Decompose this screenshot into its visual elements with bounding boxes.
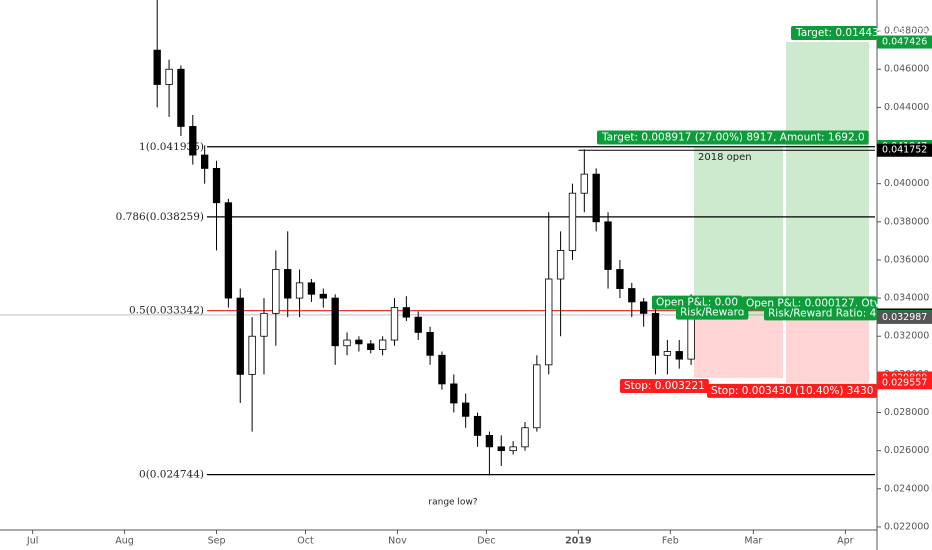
fib-label: 1(0.041935) xyxy=(139,141,204,153)
target-label: Target: 0.008917 (27.00%) 8917, Amount: … xyxy=(601,132,865,144)
candle-body xyxy=(284,269,292,299)
fib-label: 0.5(0.033342) xyxy=(129,305,204,317)
candle-body xyxy=(165,68,173,85)
y-tick-label: 0.034000 xyxy=(884,293,929,304)
price-badge-label: 0.047426 xyxy=(882,37,927,48)
x-tick-label: Mar xyxy=(744,536,762,547)
y-tick-label: 0.032000 xyxy=(884,331,929,342)
x-tick-label: Jul xyxy=(26,536,38,547)
candle-body xyxy=(533,364,541,429)
target-zone xyxy=(694,146,784,317)
target-zone xyxy=(786,42,870,318)
rr-label-box xyxy=(764,306,877,321)
y-tick-label: 0.038000 xyxy=(884,216,929,227)
candle-body xyxy=(200,154,209,169)
candle-body xyxy=(224,202,233,299)
candle-body xyxy=(272,269,280,314)
target-label-box xyxy=(791,26,877,41)
price-badge xyxy=(877,143,932,157)
candle-body xyxy=(426,332,434,356)
candle-body xyxy=(331,297,339,347)
candle-body xyxy=(497,446,505,452)
stop-label-box xyxy=(620,379,709,394)
price-badge xyxy=(877,35,932,49)
candle-body xyxy=(248,335,256,375)
candle-body xyxy=(212,168,221,204)
annotation: range low? xyxy=(428,498,477,508)
y-tick-label: 0.046000 xyxy=(884,64,929,75)
candle-body xyxy=(402,307,411,318)
candle-body xyxy=(675,351,683,360)
fib-label: 0.786(0.038259) xyxy=(116,211,204,223)
rr-label-box xyxy=(676,305,749,320)
candle-body xyxy=(473,415,482,436)
candle-body xyxy=(616,269,624,289)
candle-body xyxy=(355,339,363,345)
candle-body xyxy=(509,446,517,452)
candle-body xyxy=(628,288,636,303)
candle-body xyxy=(295,282,304,299)
candle-body xyxy=(687,314,695,360)
candle-body xyxy=(663,351,672,356)
candle-body xyxy=(438,354,446,385)
y-tick-label: 0.040000 xyxy=(884,178,929,189)
candle-body xyxy=(450,383,458,404)
price-badge xyxy=(877,310,932,324)
candle-body xyxy=(651,312,660,356)
open-line-label: 2018 open xyxy=(698,152,752,163)
y-tick-label: 0.022000 xyxy=(884,521,929,532)
stop-label-box xyxy=(707,383,877,398)
y-tick-label: 0.048000 xyxy=(884,26,929,37)
candle-body xyxy=(604,221,612,270)
x-tick-label: 2019 xyxy=(565,536,591,547)
price-badge xyxy=(877,376,932,390)
price-badge-label: 0.041752 xyxy=(882,145,927,156)
candle-body xyxy=(153,49,161,85)
y-tick-label: 0.026000 xyxy=(884,445,929,456)
candle-body xyxy=(189,126,197,156)
candle-body xyxy=(414,316,422,333)
price-badge-label: 0.032987 xyxy=(882,312,927,323)
y-tick-label: 0.036000 xyxy=(884,254,929,265)
candle-body xyxy=(568,192,577,251)
rr-label: Risk/Reward Ratio: 4 xyxy=(768,307,877,319)
candle-body xyxy=(592,173,600,223)
candle-body xyxy=(343,339,351,347)
candle-body xyxy=(580,173,588,194)
y-tick-label: 0.044000 xyxy=(884,102,929,113)
candle-body xyxy=(378,339,387,350)
candle-body xyxy=(319,293,327,299)
candle-body xyxy=(545,278,553,366)
x-tick-label: Aug xyxy=(115,536,134,547)
candle-body xyxy=(367,343,375,350)
candle-body xyxy=(639,301,648,314)
x-tick-label: Apr xyxy=(837,536,854,547)
y-tick-label: 0.028000 xyxy=(884,407,929,418)
price-badge-label: 0.029557 xyxy=(882,377,927,388)
candle-body xyxy=(236,297,244,375)
x-tick-label: Sep xyxy=(208,536,226,547)
rr-label: Risk/Reward xyxy=(680,307,744,319)
stop-label: Stop: 0.003221 xyxy=(624,380,705,392)
stop-zone xyxy=(694,316,784,379)
fib-label: 0(0.024744) xyxy=(139,469,204,481)
x-tick-label: Dec xyxy=(477,536,495,547)
candle-body xyxy=(485,435,494,448)
target-label-box xyxy=(597,130,869,145)
candle-body xyxy=(556,250,565,280)
x-tick-label: Nov xyxy=(388,536,407,547)
x-tick-label: Feb xyxy=(662,536,679,547)
candle-body xyxy=(462,402,470,417)
x-tick-label: Oct xyxy=(297,536,314,547)
stop-zone xyxy=(786,317,870,383)
candle-body xyxy=(390,307,399,341)
y-tick-label: 0.024000 xyxy=(884,483,929,494)
stop-label: Stop: 0.003430 (10.40%) 3430 xyxy=(711,385,873,397)
candle-body xyxy=(307,282,316,295)
candle-body xyxy=(177,68,185,127)
candle-body xyxy=(521,427,529,448)
candle-body xyxy=(260,312,268,337)
